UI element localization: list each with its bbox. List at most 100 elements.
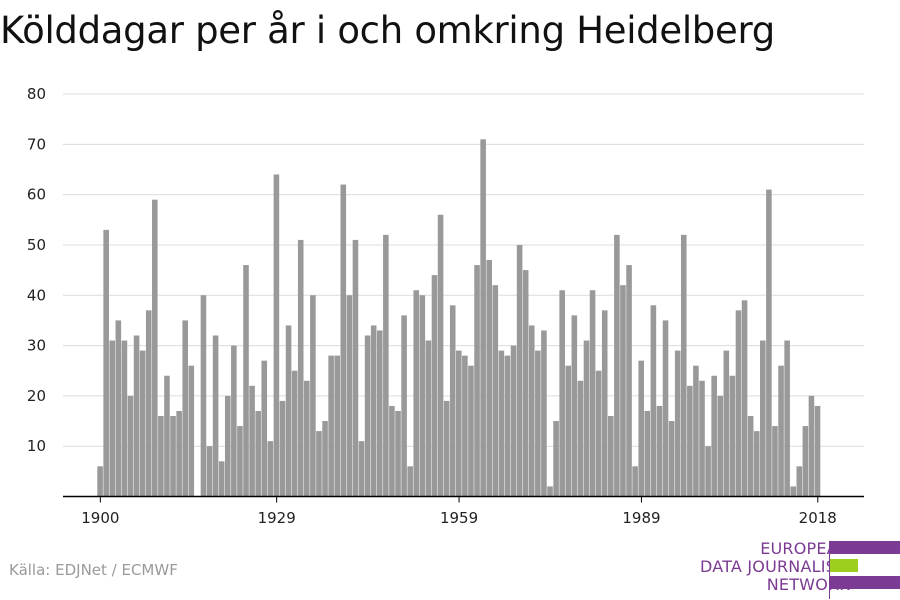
bar-1975: [553, 421, 559, 497]
bar-1913: [176, 410, 182, 497]
bar-2008: [753, 431, 760, 497]
bar-1977: [565, 365, 572, 497]
bar-1901: [103, 229, 109, 497]
bar-1926: [255, 410, 261, 497]
bar-1908: [145, 310, 152, 497]
bar-2006: [741, 300, 748, 497]
bar-1934: [304, 380, 310, 497]
bar-1996: [680, 234, 687, 497]
bar-1979: [577, 380, 584, 497]
bar-1939: [334, 355, 340, 497]
bar-2009: [760, 340, 766, 497]
bar-1938: [328, 355, 334, 497]
bar-1932: [291, 370, 298, 497]
logo-divider: [829, 541, 830, 599]
source-note: Källa: EDJNet / ECMWF: [9, 561, 178, 579]
bar-1994: [668, 421, 675, 497]
bar-2015: [796, 466, 803, 497]
bar-1992: [656, 405, 663, 497]
bar-1948: [389, 405, 395, 497]
chart-title: Kölddagar per år i och omkring Heidelber…: [0, 9, 775, 52]
x-tick-label: 1900: [81, 509, 119, 527]
bar-1903: [115, 320, 122, 497]
bar-1988: [632, 466, 638, 497]
x-tick-label: 1989: [622, 509, 660, 527]
bar-1907: [139, 350, 146, 497]
bar-1922: [231, 345, 237, 497]
y-tick-label: 80: [27, 85, 46, 103]
y-tick-label: 50: [27, 236, 46, 254]
bar-1927: [261, 360, 268, 497]
bar-1961: [468, 365, 474, 497]
bar-1981: [589, 290, 596, 497]
bar-1957: [443, 400, 450, 497]
bar-1960: [462, 355, 468, 497]
logo-line-1: EUROPEAN: [760, 539, 850, 558]
bar-1929: [273, 174, 280, 497]
y-tick-label: 30: [27, 337, 46, 355]
bar-2000: [705, 446, 711, 497]
bar-1965: [492, 285, 499, 497]
bar-1946: [376, 330, 383, 497]
bar-1995: [674, 350, 681, 497]
bar-1964: [486, 260, 492, 497]
bar-1951: [407, 466, 413, 497]
bar-1937: [322, 421, 328, 497]
bar-1917: [200, 295, 207, 497]
bar-1940: [340, 184, 347, 497]
bar-1931: [285, 325, 292, 497]
bar-2005: [735, 310, 742, 497]
bar-1928: [267, 441, 274, 497]
bar-1915: [188, 365, 195, 497]
bar-1966: [498, 350, 505, 497]
bar-1936: [316, 431, 322, 497]
bar-1920: [218, 461, 225, 497]
bar-1980: [583, 340, 590, 497]
x-tick-label: 1929: [258, 509, 296, 527]
bar-1950: [401, 315, 407, 497]
bar-1984: [608, 416, 614, 497]
bar-1991: [650, 305, 657, 497]
bar-1914: [182, 320, 188, 497]
bar-1969: [516, 244, 523, 497]
bar-1943: [358, 441, 365, 497]
bar-2013: [784, 340, 790, 497]
bar-2012: [778, 365, 784, 497]
bar-1983: [601, 310, 608, 497]
bar-2011: [772, 426, 778, 497]
bar-1970: [522, 270, 529, 497]
bar-1976: [559, 290, 565, 497]
bar-1912: [170, 416, 176, 497]
bar-2004: [729, 375, 736, 497]
bar-1998: [693, 365, 699, 497]
bar-2017: [808, 395, 815, 497]
bar-1921: [224, 395, 231, 497]
bar-1971: [528, 325, 535, 497]
bar-1955: [431, 275, 438, 497]
bar-1918: [206, 446, 213, 497]
bar-2007: [747, 416, 754, 497]
bar-1930: [279, 400, 286, 497]
x-tick-label: 1959: [440, 509, 478, 527]
bar-1972: [535, 350, 541, 497]
bar-1967: [504, 355, 511, 497]
bar-1911: [164, 375, 170, 497]
bar-2014: [790, 486, 796, 497]
y-axis-tick-labels: 10 20 30 40 50 60 70 80: [27, 85, 46, 455]
logo-bar-middle: [830, 559, 858, 572]
bar-2003: [723, 350, 730, 497]
bars: [97, 139, 821, 497]
bar-1974: [547, 486, 553, 497]
bar-1941: [346, 295, 353, 497]
bar-1904: [121, 340, 128, 497]
bar-1978: [571, 315, 578, 497]
x-tick-label: 2018: [799, 509, 837, 527]
bar-1963: [480, 139, 486, 497]
edjnet-logo: EUROPEAN DATA JOURNALISM NETWORK: [700, 538, 900, 600]
bar-1925: [249, 385, 255, 497]
bar-1990: [644, 410, 651, 497]
bar-1905: [127, 395, 134, 497]
bar-2010: [766, 189, 772, 497]
bar-2002: [717, 395, 724, 497]
y-tick-label: 70: [27, 135, 46, 153]
